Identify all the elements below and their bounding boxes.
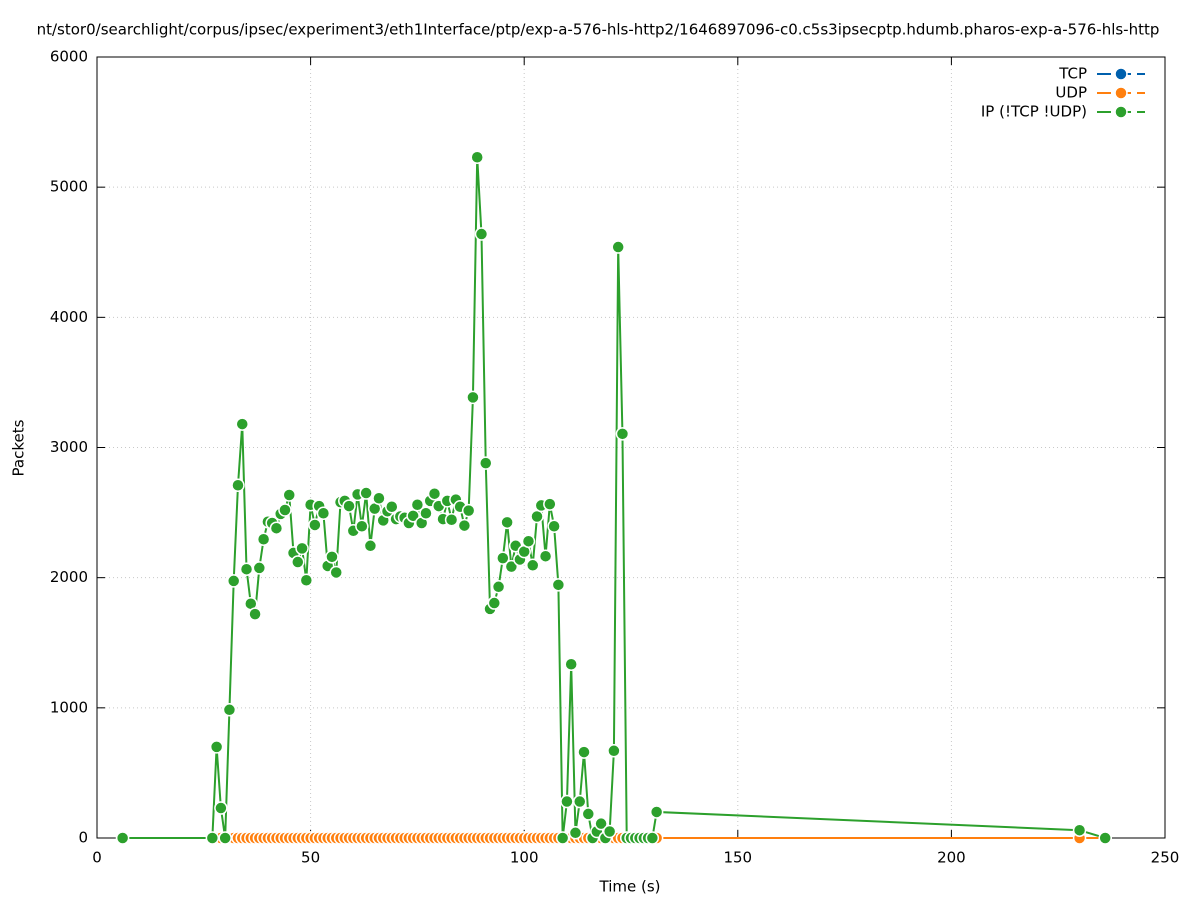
data-point bbox=[496, 551, 510, 565]
data-point bbox=[521, 534, 536, 548]
data-point bbox=[649, 805, 664, 819]
data-point bbox=[645, 831, 660, 845]
data-point bbox=[530, 509, 544, 524]
data-point bbox=[547, 519, 561, 534]
data-point bbox=[231, 478, 245, 492]
data-point bbox=[568, 826, 583, 840]
data-point bbox=[427, 486, 442, 501]
data-point bbox=[525, 558, 540, 573]
data-point bbox=[1098, 831, 1112, 845]
data-point bbox=[248, 607, 262, 621]
data-point bbox=[385, 499, 399, 514]
data-point bbox=[551, 578, 566, 592]
data-point bbox=[602, 824, 617, 839]
data-point bbox=[470, 150, 484, 164]
x-axis-label: Time (s) bbox=[599, 878, 661, 896]
data-point bbox=[291, 555, 305, 569]
data-point bbox=[282, 488, 296, 502]
x-tick-label: 150 bbox=[723, 849, 752, 867]
data-point bbox=[363, 539, 378, 553]
data-point bbox=[269, 521, 284, 535]
y-tick-label: 1000 bbox=[50, 698, 88, 716]
y-tick-label: 6000 bbox=[50, 48, 88, 66]
data-point bbox=[611, 240, 625, 254]
data-point bbox=[410, 498, 425, 512]
data-point bbox=[555, 831, 570, 845]
data-point bbox=[316, 506, 331, 520]
data-point bbox=[474, 227, 489, 241]
y-axis-label: Packets bbox=[10, 419, 28, 476]
data-point bbox=[457, 518, 472, 533]
data-point bbox=[607, 744, 621, 758]
data-point bbox=[359, 486, 373, 500]
data-point bbox=[444, 512, 459, 527]
data-point bbox=[615, 427, 630, 441]
data-point bbox=[226, 574, 241, 588]
data-point bbox=[487, 596, 502, 610]
data-point bbox=[581, 807, 596, 821]
x-tick-label: 250 bbox=[1151, 849, 1180, 867]
data-point bbox=[214, 801, 228, 815]
data-point bbox=[299, 573, 314, 588]
data-point bbox=[205, 831, 220, 845]
data-point bbox=[1072, 823, 1087, 837]
data-point bbox=[295, 541, 309, 556]
data-point bbox=[325, 550, 339, 564]
data-point bbox=[239, 562, 254, 576]
data-point bbox=[372, 491, 386, 506]
data-point bbox=[329, 565, 343, 580]
y-tick-label: 4000 bbox=[50, 308, 88, 326]
legend-label: TCP bbox=[1058, 65, 1087, 83]
y-tick-label: 2000 bbox=[50, 568, 88, 586]
data-point bbox=[572, 794, 587, 809]
data-point bbox=[355, 519, 369, 534]
data-point bbox=[461, 503, 476, 518]
y-tick-label: 0 bbox=[78, 829, 88, 847]
x-tick-label: 50 bbox=[301, 849, 320, 867]
chart-title: nt/stor0/searchlight/corpus/ipsec/experi… bbox=[37, 21, 1160, 39]
data-point bbox=[256, 532, 271, 547]
data-point bbox=[466, 390, 480, 405]
data-point bbox=[115, 831, 130, 845]
data-point bbox=[491, 580, 506, 594]
data-point bbox=[504, 559, 519, 574]
data-point bbox=[222, 703, 237, 717]
y-tick-label: 5000 bbox=[50, 178, 88, 196]
data-point bbox=[209, 740, 224, 754]
data-point bbox=[252, 561, 267, 575]
data-point bbox=[560, 794, 574, 809]
data-point bbox=[594, 816, 608, 831]
x-tick-label: 0 bbox=[92, 849, 102, 867]
data-point bbox=[543, 497, 557, 511]
data-point bbox=[479, 456, 493, 470]
legend-marker bbox=[1114, 67, 1128, 81]
x-tick-label: 100 bbox=[510, 849, 539, 867]
x-tick-label: 200 bbox=[937, 849, 966, 867]
data-point bbox=[564, 657, 578, 671]
data-point bbox=[500, 515, 514, 530]
series-line bbox=[122, 157, 1106, 841]
legend-marker bbox=[1114, 86, 1128, 100]
data-point bbox=[538, 549, 553, 563]
data-point bbox=[235, 417, 249, 431]
data-point bbox=[308, 518, 322, 532]
data-point bbox=[419, 506, 433, 520]
y-tick-label: 3000 bbox=[50, 438, 88, 456]
data-point bbox=[577, 745, 591, 759]
data-point bbox=[218, 831, 232, 845]
legend-label: IP (!TCP !UDP) bbox=[981, 103, 1087, 121]
legend-marker bbox=[1114, 105, 1128, 119]
legend-label: UDP bbox=[1055, 84, 1087, 102]
data-point bbox=[342, 499, 356, 513]
data-point bbox=[278, 503, 292, 517]
